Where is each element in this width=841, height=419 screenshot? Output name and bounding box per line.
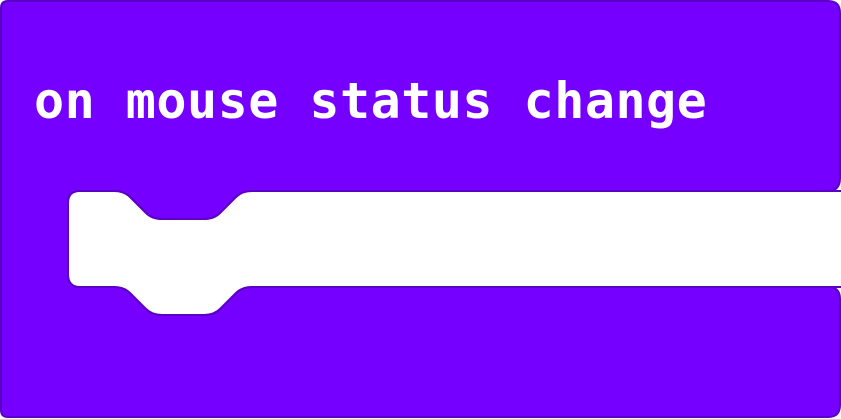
statement-slot[interactable] <box>67 190 841 316</box>
event-block-label: on mouse status change <box>34 72 708 130</box>
